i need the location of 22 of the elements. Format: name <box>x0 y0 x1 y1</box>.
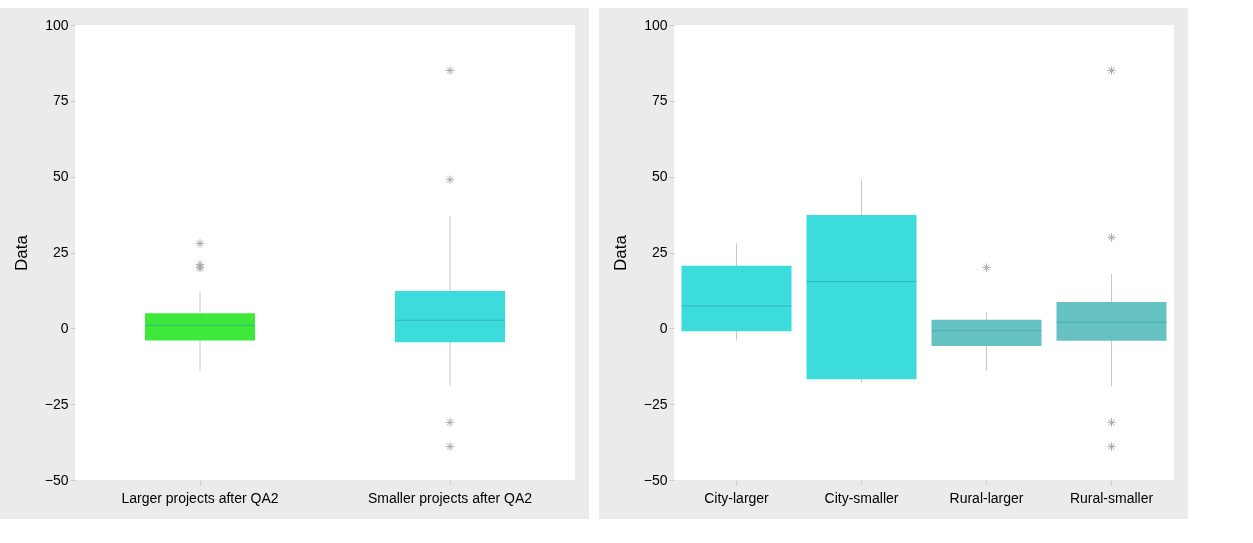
y-tick-label: 50 <box>52 168 69 185</box>
x-tick-label: City-larger <box>704 489 770 506</box>
y-tick-label: 100 <box>45 16 69 33</box>
y-tick-label: −50 <box>44 471 69 488</box>
y-tick-label: 0 <box>60 319 69 336</box>
y-tick-label: 50 <box>651 168 668 185</box>
y-tick-label: 25 <box>52 244 69 260</box>
y-tick-label: −25 <box>643 395 668 412</box>
y-tick-label: 75 <box>52 92 69 109</box>
y-tick-label: 100 <box>644 16 668 33</box>
x-tick-label: Rural-larger <box>949 489 1024 506</box>
x-tick-label: City-smaller <box>824 489 899 506</box>
y-axis-title: Data <box>610 234 630 271</box>
y-tick-label: 0 <box>659 319 668 336</box>
x-tick-label: Rural-smaller <box>1069 489 1154 506</box>
y-tick-label: 25 <box>651 244 668 260</box>
x-tick-label: Larger projects after QA2 <box>121 489 279 506</box>
y-tick-label: −50 <box>643 471 668 488</box>
y-tick-label: −25 <box>44 395 69 412</box>
x-tick-label: Smaller projects after QA2 <box>367 489 533 506</box>
y-tick-label: 75 <box>651 92 668 109</box>
y-axis-title: Data <box>11 234 31 271</box>
